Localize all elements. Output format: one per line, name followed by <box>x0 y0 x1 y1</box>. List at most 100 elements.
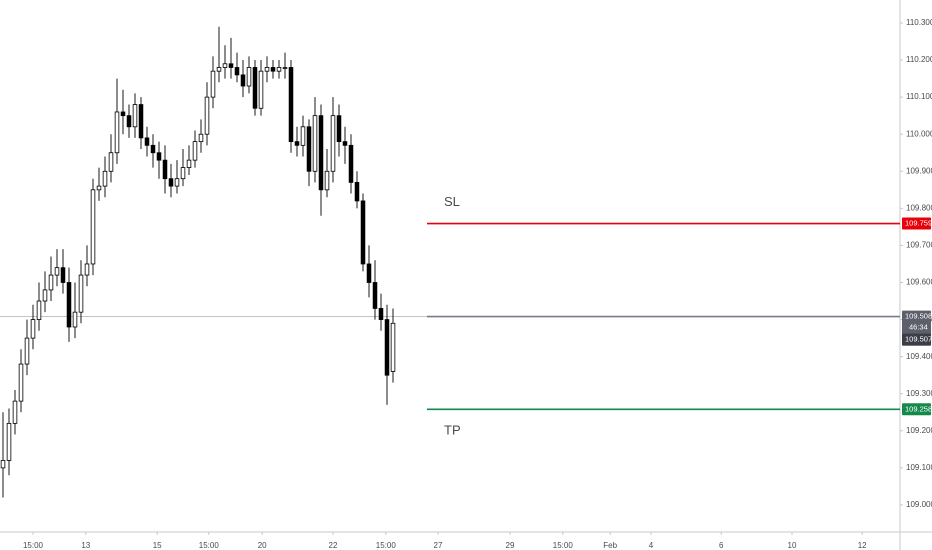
candle-body <box>342 141 348 146</box>
candle-body <box>360 200 366 265</box>
level-tag <box>902 403 931 416</box>
x-tick-label: 10 <box>788 541 797 550</box>
candle-body <box>312 115 318 172</box>
y-tick-label: 109.900 <box>906 166 932 175</box>
x-tick-label: 15:00 <box>23 541 44 550</box>
candle-body <box>54 267 60 276</box>
y-tick-label: 109.800 <box>906 203 932 212</box>
candle-body <box>162 159 168 180</box>
x-tick-label: 29 <box>506 541 515 550</box>
x-tick-label: 22 <box>329 541 338 550</box>
x-tick-label: 4 <box>649 541 654 550</box>
candle-body <box>6 422 12 461</box>
candle-body <box>168 178 174 187</box>
second-price-label: 109.507 <box>905 335 932 344</box>
candle-body <box>234 67 240 76</box>
x-tick-label: 27 <box>434 541 443 550</box>
candle-body <box>252 67 258 109</box>
level-tag <box>902 217 931 230</box>
candle-body <box>264 67 270 72</box>
candle-body <box>378 308 384 320</box>
current-price-label: 109.508 <box>905 312 932 321</box>
candle-body <box>18 363 24 402</box>
candle-body <box>390 322 396 372</box>
candle-body <box>300 126 306 146</box>
candle-body <box>150 144 156 154</box>
candle-body <box>282 67 288 69</box>
x-tick-label: 15:00 <box>553 541 574 550</box>
candle-body <box>156 152 162 161</box>
candle-body <box>132 104 138 128</box>
x-tick-label: 12 <box>858 541 867 550</box>
candle-body <box>126 115 132 128</box>
candle-body <box>276 67 282 72</box>
y-tick-label: 109.100 <box>906 463 932 472</box>
candle-body <box>60 267 66 283</box>
y-tick-label: 110.200 <box>906 55 932 64</box>
candle-body <box>324 170 330 191</box>
candle-body <box>186 159 192 168</box>
second-price-tag <box>902 333 931 346</box>
candle-body <box>102 170 108 187</box>
candle-body <box>246 67 252 87</box>
level-name: TP <box>444 423 461 438</box>
x-tick-label: 20 <box>258 541 267 550</box>
candle-body <box>0 460 6 469</box>
candle-body <box>192 141 198 161</box>
candle-body <box>354 181 360 202</box>
candle-body <box>348 144 354 183</box>
candle-body <box>210 70 216 98</box>
candle-body <box>84 263 90 276</box>
candle-body <box>306 126 312 172</box>
candle-body <box>180 167 186 180</box>
y-tick-label: 109.400 <box>906 352 932 361</box>
x-tick-label: 13 <box>81 541 90 550</box>
level-name: SL <box>444 194 460 209</box>
candle-body <box>72 311 78 328</box>
candle-body <box>12 400 18 424</box>
candle-body <box>228 63 234 68</box>
x-tick-label: 15:00 <box>199 541 220 550</box>
candle-body <box>96 185 102 191</box>
x-tick-label: Feb <box>603 541 617 550</box>
candle-body <box>330 115 336 172</box>
x-tick-label: 15:00 <box>376 541 397 550</box>
candle-body <box>42 289 48 302</box>
level-tag-label: 109.759 <box>905 219 932 228</box>
candle-body <box>114 111 120 154</box>
candle-body <box>30 319 36 339</box>
x-tick-label: 6 <box>719 541 724 550</box>
candle-body <box>108 152 114 172</box>
candle-body <box>366 263 372 283</box>
candle-body <box>204 96 210 135</box>
candle-body <box>48 274 54 291</box>
candle-body <box>78 274 84 313</box>
candle-body <box>120 111 126 117</box>
candle-body <box>240 74 246 87</box>
candle-body <box>288 67 294 143</box>
y-tick-label: 110.000 <box>906 129 932 138</box>
candle-body <box>138 104 144 139</box>
candle-body <box>372 282 378 309</box>
level-tag-label: 109.258 <box>905 404 932 413</box>
y-tick-label: 109.700 <box>906 241 932 250</box>
candle-body <box>216 67 222 72</box>
countdown-label: 46:34 <box>909 323 928 332</box>
candle-body <box>36 300 42 320</box>
y-tick-label: 110.100 <box>906 92 932 101</box>
candle-body <box>90 189 96 265</box>
y-tick-label: 109.200 <box>906 426 932 435</box>
candle-body <box>318 115 324 191</box>
y-tick-label: 110.300 <box>906 18 932 27</box>
candle-body <box>294 141 300 146</box>
candle-body <box>198 133 204 143</box>
candle-body <box>336 115 342 143</box>
candle-body <box>258 70 264 109</box>
candle-body <box>66 282 72 328</box>
y-tick-label: 109.000 <box>906 500 932 509</box>
x-tick-label: 15 <box>153 541 162 550</box>
candle-body <box>384 319 390 376</box>
candle-body <box>222 63 228 68</box>
